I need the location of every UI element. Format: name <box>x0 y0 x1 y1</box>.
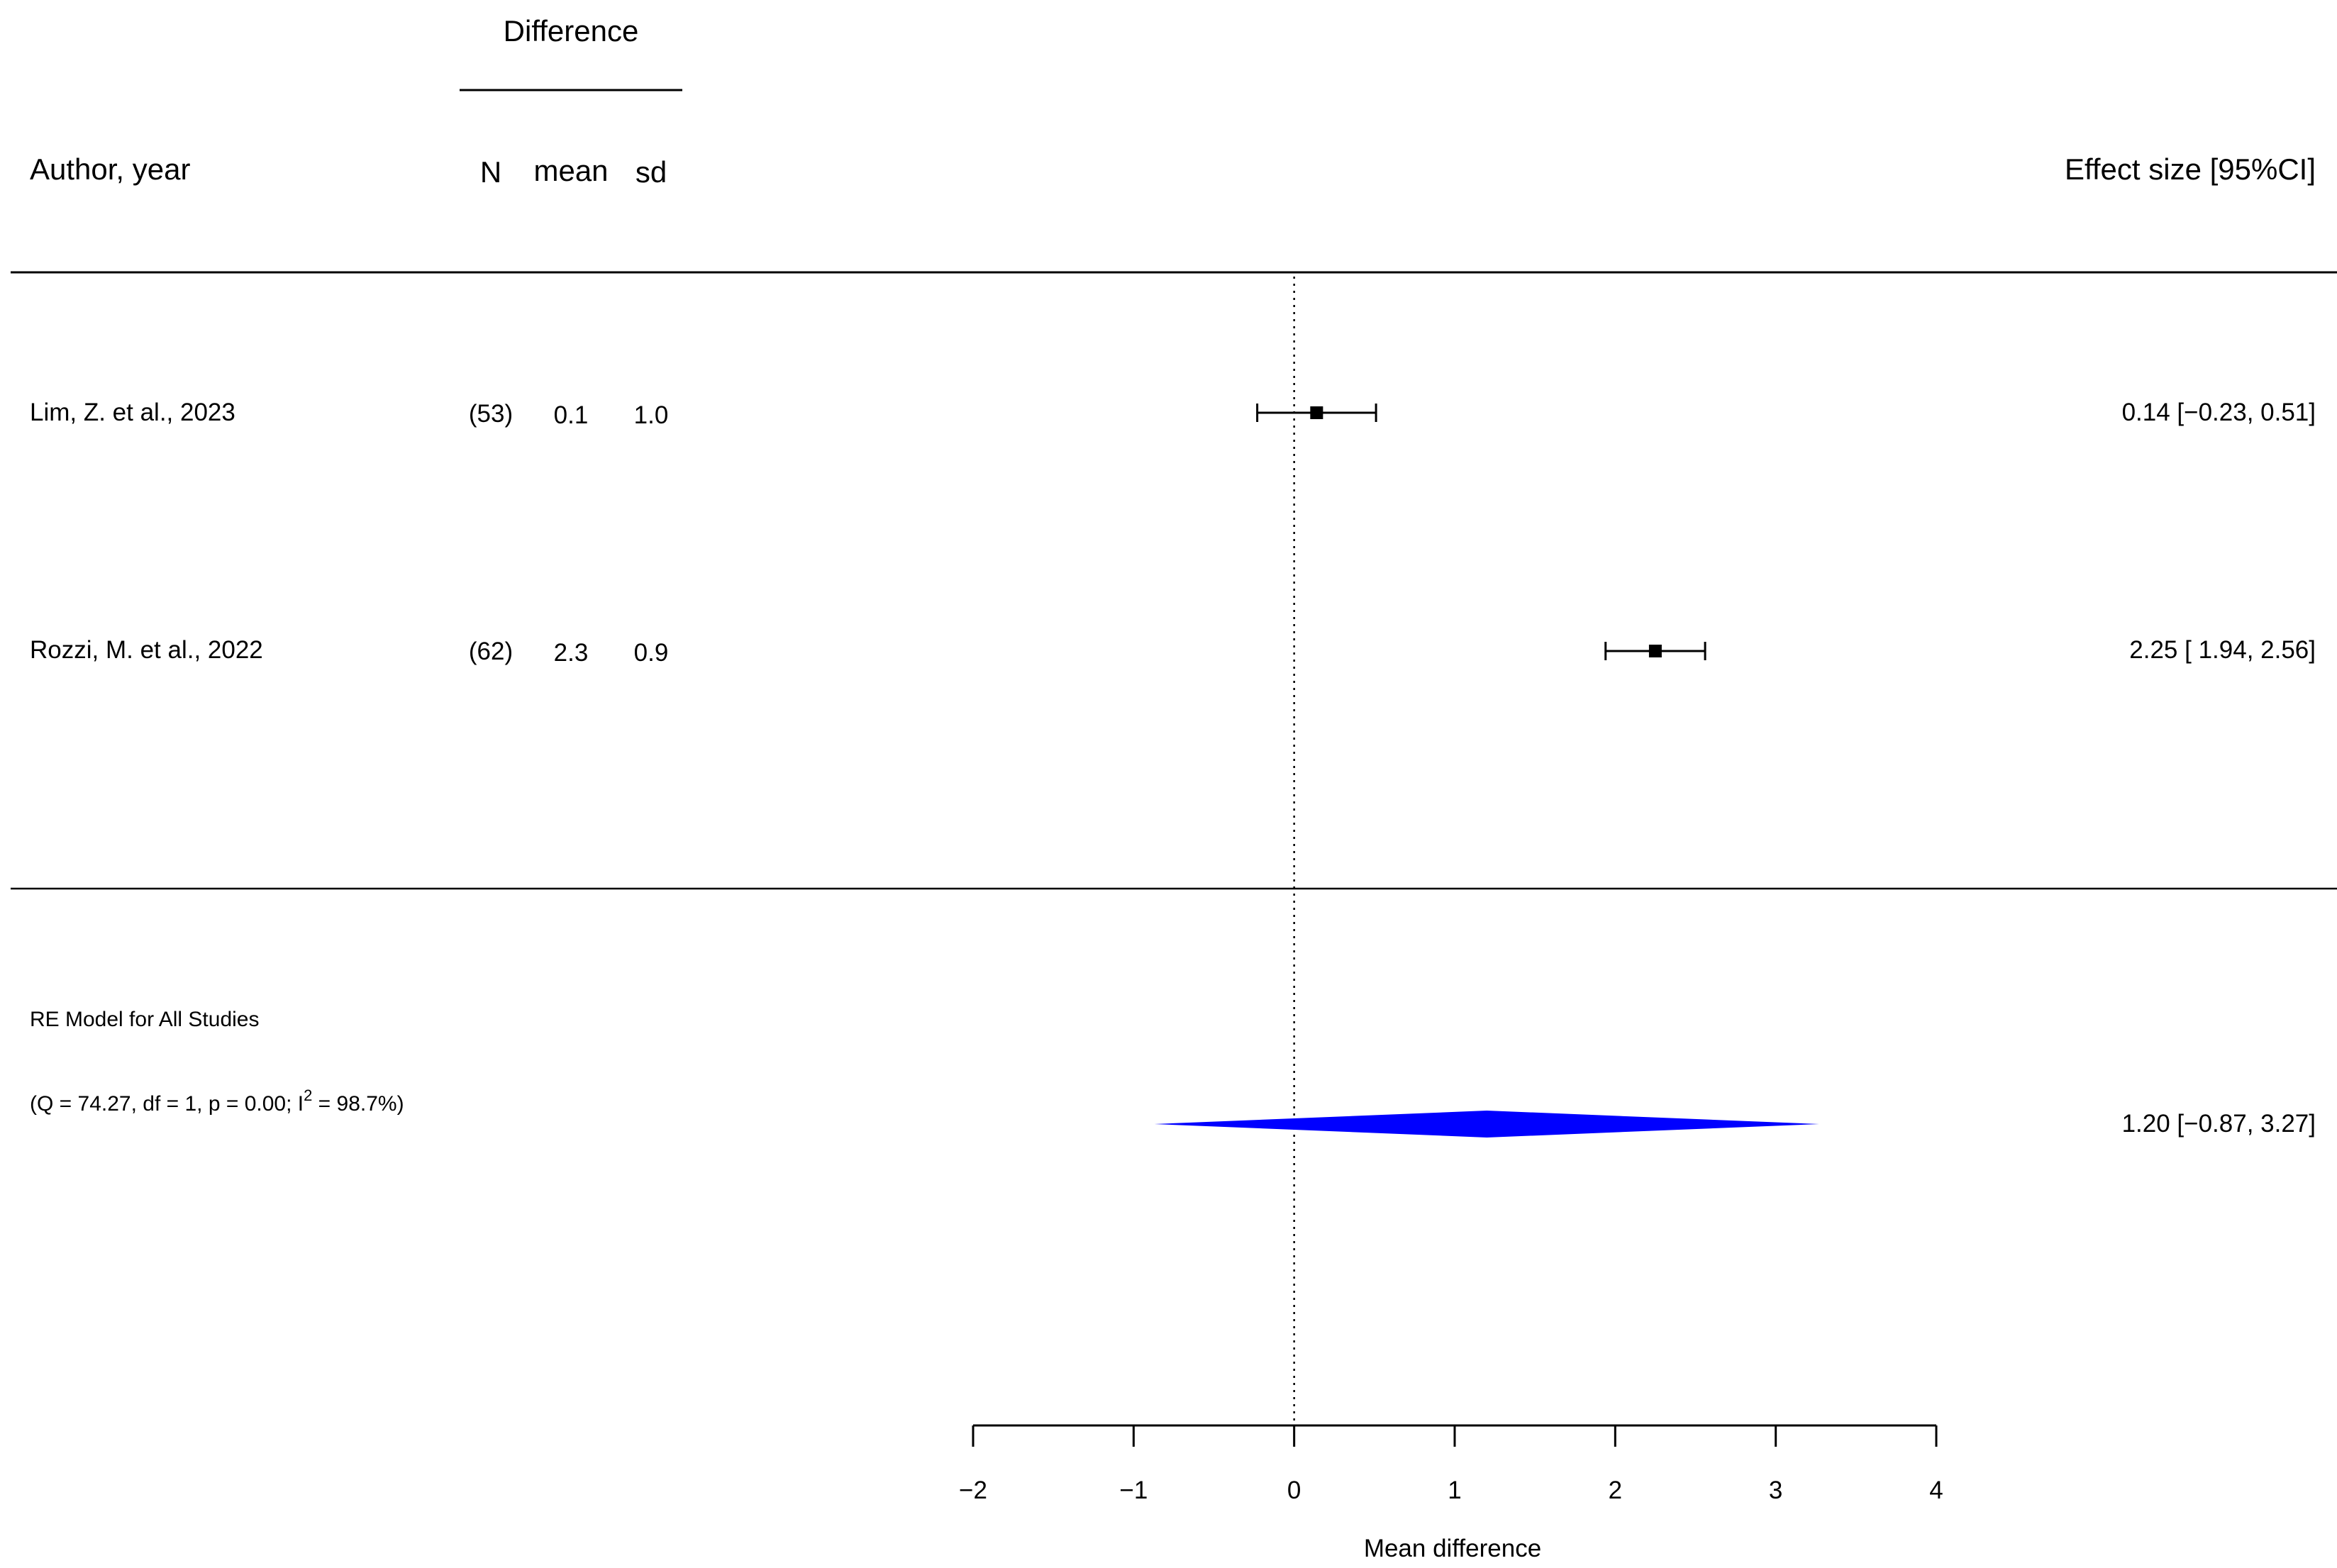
point-estimate <box>1310 406 1323 419</box>
study-row: Lim, Z. et al., 2023 (53) 0.1 1.0 0.14 [… <box>30 399 2316 429</box>
col-effect-header: Effect size [95%CI] <box>2065 152 2316 186</box>
summary-stats: (Q = 74.27, df = 1, p = 0.00; I2 = 98.7%… <box>30 1086 404 1116</box>
summary-stats-sup: 2 <box>304 1086 312 1104</box>
x-tick-label: 1 <box>1448 1477 1461 1504</box>
x-tick-label: −1 <box>1119 1477 1148 1504</box>
col-n-header: N <box>480 155 501 189</box>
col-author-header: Author, year <box>30 152 190 186</box>
summary-effect: 1.20 [−0.87, 3.27] <box>2122 1110 2316 1138</box>
summary-diamond <box>1154 1111 1819 1138</box>
study-ci-mark <box>1256 404 1377 422</box>
summary-stats-prefix: (Q = 74.27, df = 1, p = 0.00; I <box>30 1092 304 1116</box>
study-author: Lim, Z. et al., 2023 <box>30 399 235 426</box>
summary-label: RE Model for All Studies <box>30 1008 259 1031</box>
group-label: Difference <box>504 14 639 48</box>
x-tick-label: 4 <box>1929 1477 1943 1504</box>
study-sd: 1.0 <box>634 401 669 429</box>
col-mean-header: mean <box>533 154 608 187</box>
study-n: (53) <box>469 400 513 428</box>
study-ci-mark <box>1604 642 1706 660</box>
x-axis-label: Mean difference <box>1364 1535 1541 1562</box>
x-tick-label: 0 <box>1287 1477 1301 1504</box>
study-effect: 2.25 [ 1.94, 2.56] <box>2129 636 2316 664</box>
summary-stats-suffix: = 98.7%) <box>312 1092 404 1116</box>
study-mean: 2.3 <box>554 639 589 667</box>
study-row: Rozzi, M. et al., 2022 (62) 2.3 0.9 2.25… <box>30 636 2316 667</box>
x-tick-label: −2 <box>959 1477 987 1504</box>
study-mean: 0.1 <box>554 401 589 429</box>
col-sd-header: sd <box>635 155 667 189</box>
point-estimate <box>1648 645 1662 657</box>
x-axis: −2 −1 0 1 2 3 4 <box>959 1424 1943 1504</box>
x-tick-label: 2 <box>1609 1477 1622 1504</box>
study-author: Rozzi, M. et al., 2022 <box>30 636 263 664</box>
study-sd: 0.9 <box>634 639 669 667</box>
study-effect: 0.14 [−0.23, 0.51] <box>2122 399 2316 426</box>
study-n: (62) <box>469 638 513 665</box>
x-tick-label: 3 <box>1769 1477 1782 1504</box>
